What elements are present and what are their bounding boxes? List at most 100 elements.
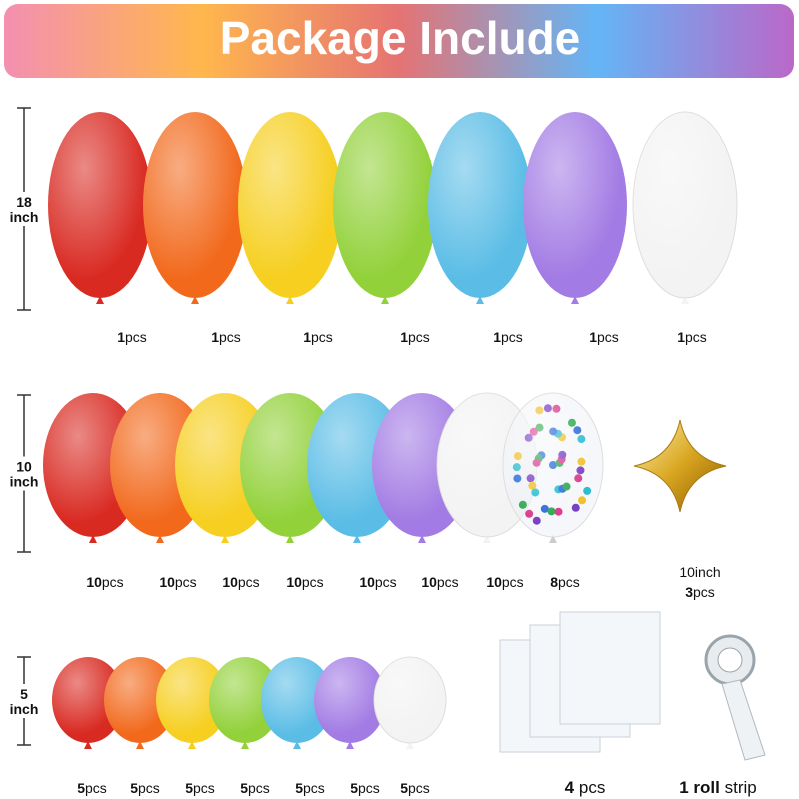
- balloon: [632, 111, 738, 304]
- star-balloon: [633, 419, 727, 513]
- unit: pcs: [437, 574, 459, 590]
- unit: pcs: [238, 574, 260, 590]
- count: 1 roll: [679, 778, 720, 797]
- balloon-highlight: [503, 393, 603, 537]
- balloon: [156, 657, 228, 749]
- count: 5: [350, 780, 358, 796]
- unit: pcs: [248, 780, 270, 796]
- quantity-label: 10pcs: [421, 574, 458, 590]
- unit: pcs: [685, 329, 707, 345]
- size-unit: inch: [10, 209, 39, 225]
- count: 5: [130, 780, 138, 796]
- unit: pcs: [102, 574, 124, 590]
- unit: pcs: [138, 780, 160, 796]
- unit: pcs: [311, 329, 333, 345]
- count: 1: [211, 329, 219, 345]
- unit: pcs: [302, 574, 324, 590]
- balloon: [502, 392, 604, 543]
- quantity-label: 1pcs: [677, 329, 707, 345]
- unit: pcs: [219, 329, 241, 345]
- balloon: [261, 657, 333, 749]
- balloon-highlight: [52, 657, 124, 743]
- balloon-highlight: [238, 112, 342, 298]
- count: 5: [400, 780, 408, 796]
- quantity-label: 4 pcs: [565, 778, 606, 797]
- balloon: [104, 657, 176, 749]
- quantity-label: 5pcs: [130, 780, 160, 796]
- balloon-knot: [89, 535, 97, 543]
- count: 10: [486, 574, 502, 590]
- balloon: [314, 657, 386, 749]
- count: 1: [117, 329, 125, 345]
- sticker-sheets: [499, 611, 661, 753]
- count: 5: [295, 780, 303, 796]
- balloon-knot: [476, 296, 484, 304]
- quantity-label: 5pcs: [295, 780, 325, 796]
- balloon: [143, 112, 247, 304]
- balloon-highlight: [333, 112, 437, 298]
- balloon-knot: [353, 535, 361, 543]
- count: 5: [240, 780, 248, 796]
- quantity-label: 1pcs: [117, 329, 147, 345]
- size-number: 18: [16, 194, 32, 210]
- balloon: [333, 112, 437, 304]
- ruler-label-bg: [6, 456, 42, 491]
- quantity-label: 5pcs: [400, 780, 430, 796]
- quantity-label: 5pcs: [77, 780, 107, 796]
- ruler-label-bg: [6, 192, 42, 226]
- accessories: 4 pcs 1 roll strip: [499, 611, 766, 797]
- count: 10: [421, 574, 437, 590]
- balloon-knot: [406, 741, 414, 749]
- quantity-label: 1 roll strip: [679, 778, 756, 797]
- balloon-highlight: [48, 112, 152, 298]
- tape-roll: [704, 634, 766, 761]
- quantity-label: 1pcs: [493, 329, 523, 345]
- balloon: [428, 112, 532, 304]
- quantity-label: 10pcs: [86, 574, 123, 590]
- count: 10: [359, 574, 375, 590]
- balloon: [52, 657, 124, 749]
- quantity-label: 10pcs: [359, 574, 396, 590]
- quantity-label: 5pcs: [240, 780, 270, 796]
- balloon: [238, 112, 342, 304]
- star-size: 10inch: [679, 564, 720, 580]
- quantity-label: 10pcs: [486, 574, 523, 590]
- balloon: [523, 112, 627, 304]
- quantity-label: 1pcs: [400, 329, 430, 345]
- unit: pcs: [597, 329, 619, 345]
- count: 5: [185, 780, 193, 796]
- balloon-knot: [286, 296, 294, 304]
- balloon-knot: [681, 296, 689, 304]
- balloon-knot: [136, 741, 144, 749]
- title: Package Include: [220, 12, 581, 64]
- unit: pcs: [193, 780, 215, 796]
- balloon-highlight: [261, 657, 333, 743]
- count: 10: [86, 574, 102, 590]
- quantity-label: 5pcs: [350, 780, 380, 796]
- count: 1: [589, 329, 597, 345]
- balloon-knot: [381, 296, 389, 304]
- balloon: [209, 657, 281, 749]
- balloon-highlight: [633, 112, 737, 298]
- size-number: 5: [20, 686, 28, 702]
- count: 8: [550, 574, 558, 590]
- balloon-knot: [346, 741, 354, 749]
- size-number: 10: [16, 459, 32, 475]
- balloon-knot: [293, 741, 301, 749]
- count: 10: [222, 574, 238, 590]
- balloon-knot: [221, 535, 229, 543]
- count: 10: [159, 574, 175, 590]
- balloon-knot: [571, 296, 579, 304]
- balloon-knot: [418, 535, 426, 543]
- unit: pcs: [375, 574, 397, 590]
- quantity-label: 10pcs: [159, 574, 196, 590]
- balloon-highlight: [209, 657, 281, 743]
- quantity-label: 10pcs: [222, 574, 259, 590]
- balloon-knot: [156, 535, 164, 543]
- balloon-highlight: [523, 112, 627, 298]
- count: 1: [677, 329, 685, 345]
- balloon-knot: [96, 296, 104, 304]
- unit: pcs: [408, 329, 430, 345]
- count: 4: [565, 778, 575, 797]
- balloon-knot: [84, 741, 92, 749]
